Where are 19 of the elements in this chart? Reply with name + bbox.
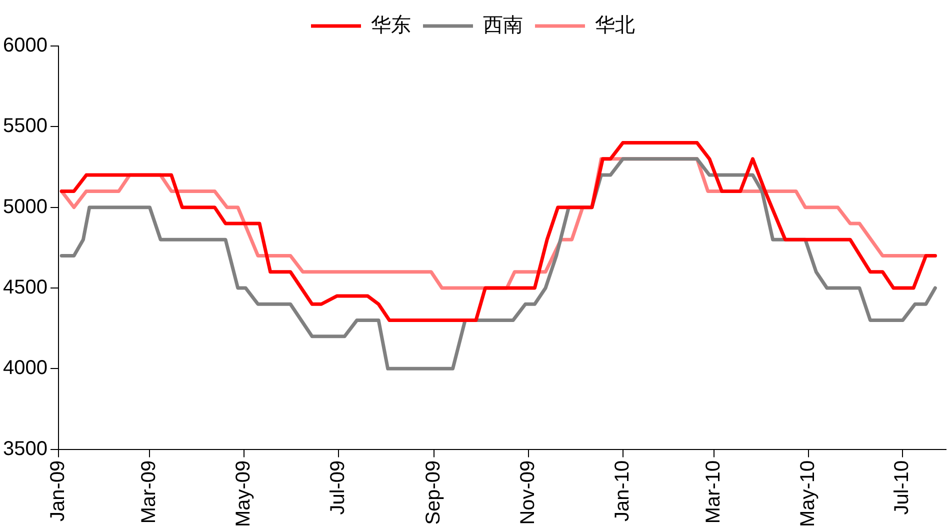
x-tick-label: Jan-09 xyxy=(47,460,70,522)
legend-label: 华东 xyxy=(371,14,411,37)
y-tick-label: 5500 xyxy=(2,115,48,138)
y-tick-label: 6000 xyxy=(2,34,48,57)
x-tick-label: Sep-09 xyxy=(422,460,445,525)
x-tick-label: Jul-09 xyxy=(326,460,349,515)
x-tick-label: May-09 xyxy=(232,460,255,528)
legend-label: 西南 xyxy=(483,14,523,37)
y-tick-label: 4500 xyxy=(2,276,48,298)
x-tick-label: May-10 xyxy=(796,460,819,528)
y-tick-label: 5000 xyxy=(2,196,48,218)
x-tick-label: Jan-10 xyxy=(611,460,634,522)
x-tick-label: Mar-10 xyxy=(702,460,725,524)
x-tick-label: Jul-10 xyxy=(891,460,914,515)
x-tick-label: Nov-09 xyxy=(517,460,540,525)
legend-label: 华北 xyxy=(595,14,635,37)
x-tick-label: Mar-09 xyxy=(138,460,160,524)
y-tick-label: 3500 xyxy=(2,438,48,460)
y-tick-label: 4000 xyxy=(2,357,48,380)
